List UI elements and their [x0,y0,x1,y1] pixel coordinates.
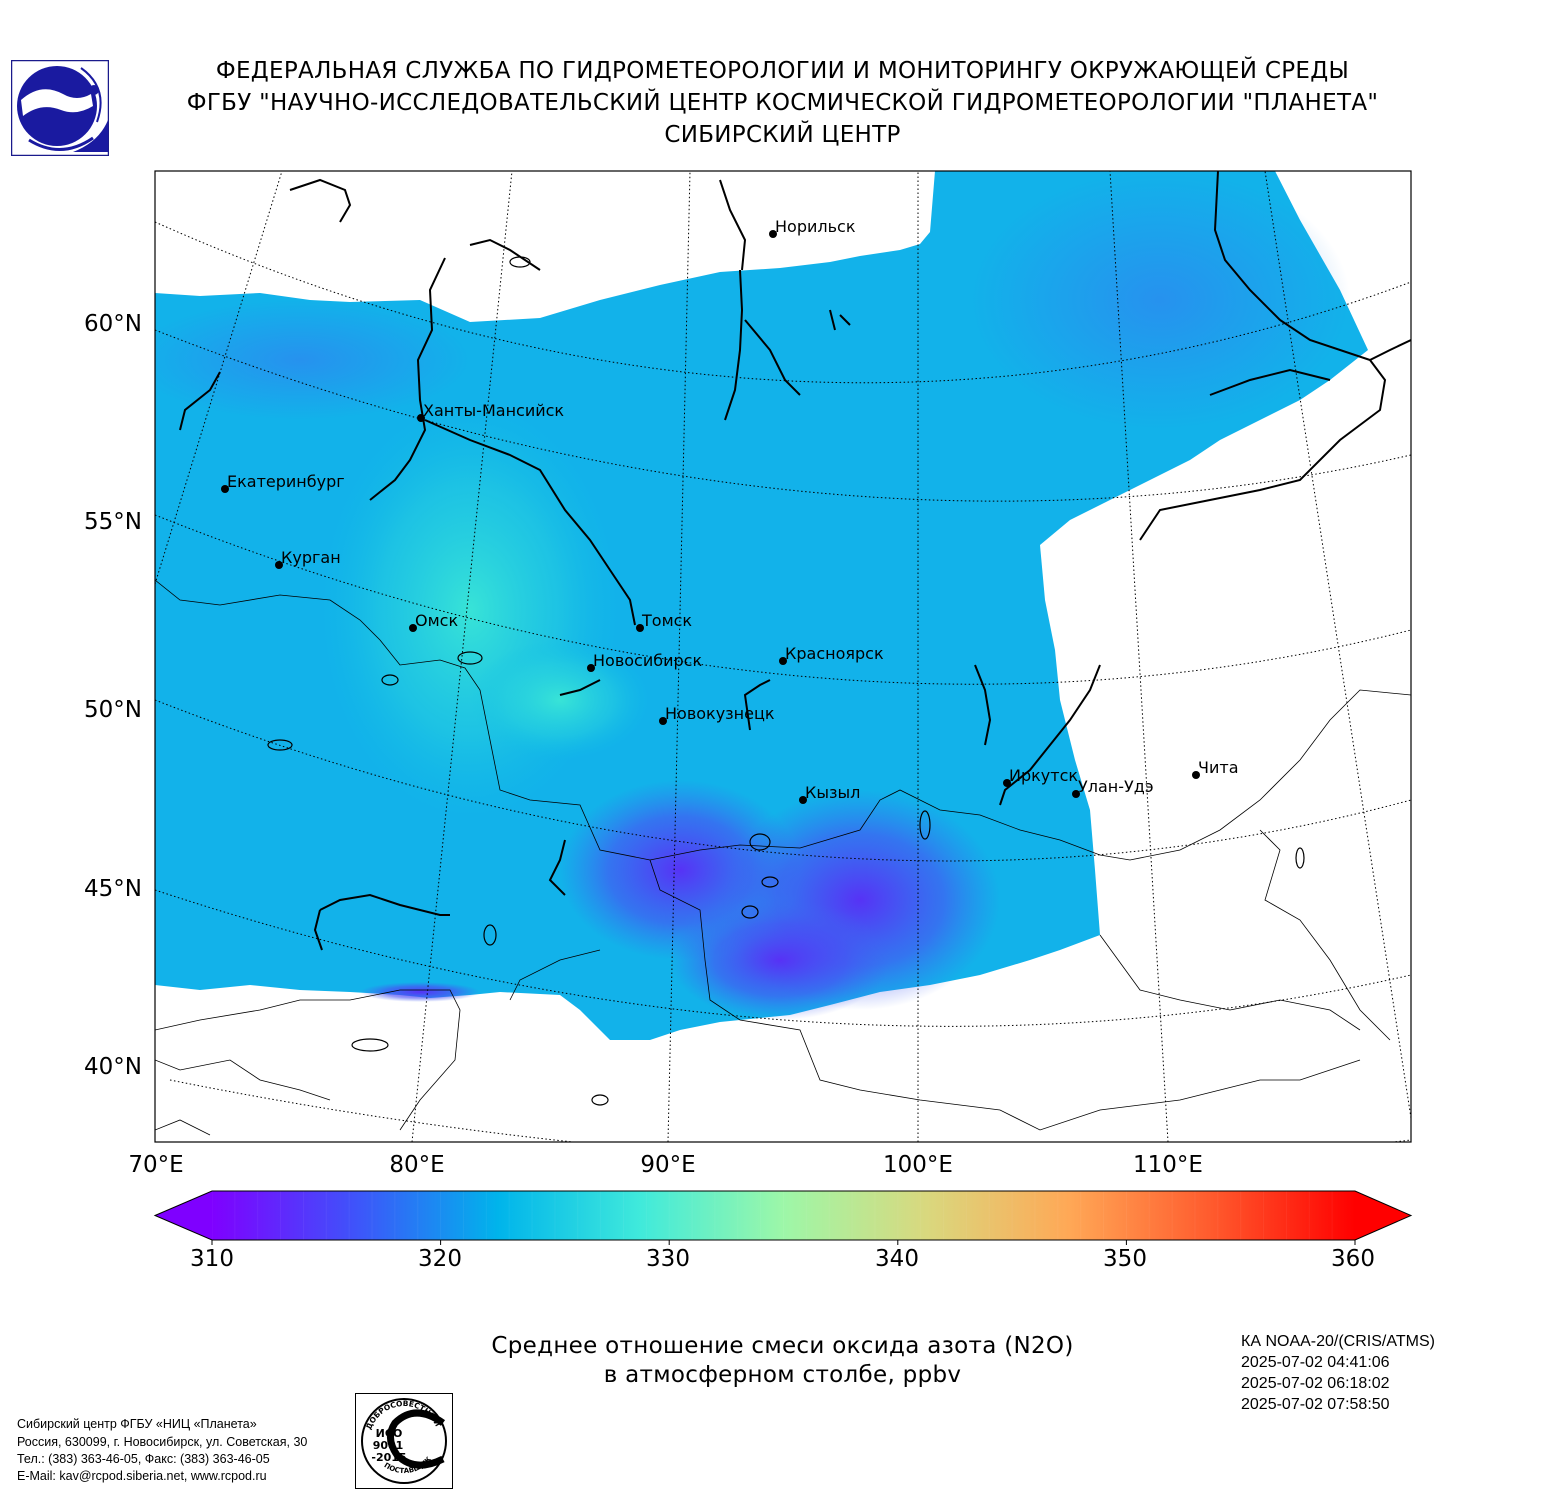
contact-address: Россия, 630099, г. Новосибирск, ул. Сове… [17,1435,308,1449]
city-label: Омск [415,611,458,630]
map-area: Норильск Ханты-Мансийск Екатеринбург Курган… [155,171,1411,1142]
colorbar-tick: 360 [1331,1246,1375,1272]
pass-time: 2025-07-02 06:18:02 [1241,1375,1390,1392]
city-label: Чита [1198,758,1239,777]
city-label: Екатеринбург [227,472,345,491]
lat-label-50: 50°N [84,697,142,723]
header-center: СИБИРСКИЙ ЦЕНТР [664,122,901,148]
header-agency: ФЕДЕРАЛЬНАЯ СЛУЖБА ПО ГИДРОМЕТЕОРОЛОГИИ … [215,58,1350,84]
lon-label-90: 90°E [640,1152,696,1178]
city-label: Курган [281,548,341,567]
map-caption-line1: Среднее отношение смеси оксида азота (N2… [491,1333,1074,1359]
graticule [155,171,1411,1142]
city-dot-icon [636,624,644,632]
lon-label-80: 80°E [389,1152,445,1178]
colorbar-tick: 340 [875,1246,919,1272]
city-dot-icon [1072,790,1080,798]
city-label: Красноярск [785,644,884,663]
colorbar-tick: 350 [1103,1246,1147,1272]
city-label: Новосибирск [593,651,702,670]
city-label: Улан-Удэ [1078,777,1154,796]
low-value-region [360,982,480,1002]
iso-line2: 9001 [373,1439,404,1452]
low-value-region [670,900,890,1020]
city-markers: Норильск Ханты-Мансийск Екатеринбург Курган… [221,217,1239,804]
colorbar-min-extension [155,1191,212,1240]
city-label: Норильск [775,217,856,236]
header-institute: ФГБУ "НАУЧНО-ИССЛЕДОВАТЕЛЬСКИЙ ЦЕНТР КОС… [186,90,1379,116]
iso-line1: ИСО [376,1427,403,1440]
map-frame [154,170,1412,1143]
borders [155,579,1411,1136]
pass-time: 2025-07-02 07:58:50 [1241,1396,1390,1413]
blue-region [155,300,470,420]
satellite-name: КА NOAA-20/(CRIS/ATMS) [1241,1333,1435,1350]
rivers [179,171,1411,951]
colorbar-tick: 330 [646,1246,690,1272]
blue-region [970,171,1350,430]
city-dot-icon [659,717,667,725]
city-dot-icon [587,664,595,672]
lon-label-70: 70°E [128,1152,184,1178]
lat-label-40: 40°N [84,1054,142,1080]
city-dot-icon [1192,771,1200,779]
lat-label-60: 60°N [84,311,142,337]
city-dot-icon [409,624,417,632]
contact-org: Сибирский центр ФГБУ «НИЦ «Планета» [17,1417,257,1431]
city-dot-icon [769,230,777,238]
city-label: Иркутск [1009,766,1078,785]
colorbar-tick: 310 [190,1246,234,1272]
contact-phone: Тел.: (383) 363-46-05, Факс: (383) 363-4… [17,1452,270,1466]
colorbar-max-extension [1355,1191,1411,1240]
colorbar-tick: 320 [418,1246,462,1272]
lon-label-100: 100°E [883,1152,953,1178]
iso-badge-icon: ДОБРОСОВЕСТНЫЙ ПОСТАВЩИК ИСО 9001 -2015 [355,1393,453,1489]
city-dot-icon [275,561,283,569]
city-label: Ханты-Мансийск [423,401,564,420]
lat-label-45: 45°N [84,876,142,902]
contact-email: E-Mail: kav@rcpod.siberia.net, www.rcpod… [17,1469,267,1483]
planeta-logo-icon [11,60,109,156]
colorbar-gradient [212,1191,1355,1240]
city-dot-icon [799,796,807,804]
colorbar [153,1190,1413,1245]
city-dot-icon [779,657,787,665]
city-dot-icon [221,485,229,493]
lat-label-55: 55°N [84,509,142,535]
lon-label-110: 110°E [1133,1152,1203,1178]
pass-time: 2025-07-02 04:41:06 [1241,1354,1390,1371]
map-caption-line2: в атмосферном столбе, ppbv [603,1362,962,1388]
iso-line3: -2015 [371,1451,406,1464]
city-dot-icon [417,414,425,422]
city-label: Новокузнецк [665,704,775,723]
city-label: Кызыл [805,783,860,802]
lakes [267,256,1305,1106]
city-label: Томск [641,611,692,630]
teal-region [470,640,650,760]
city-dot-icon [1003,779,1011,787]
